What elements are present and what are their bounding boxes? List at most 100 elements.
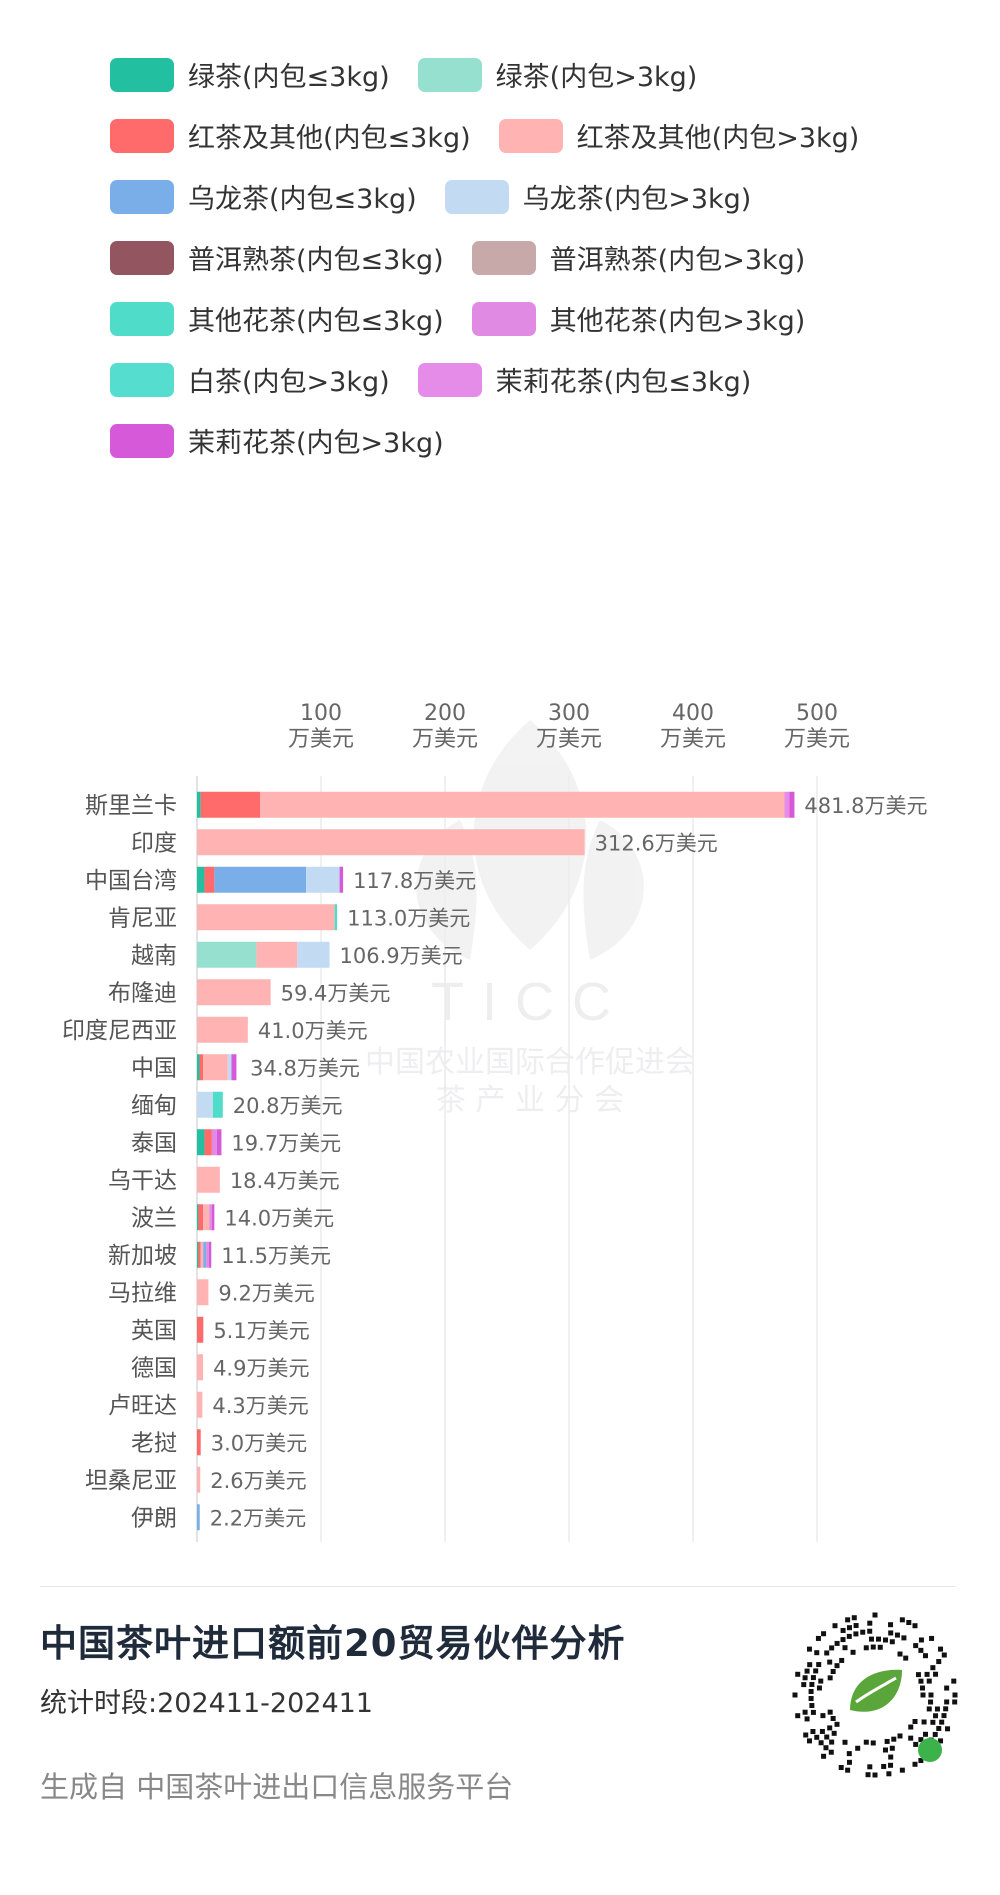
x-tick-label: 500 bbox=[796, 701, 838, 726]
legend-item[interactable]: 乌龙茶(内包>3kg) bbox=[444, 177, 752, 216]
qr-dot bbox=[938, 1646, 944, 1652]
qr-dot bbox=[808, 1688, 814, 1694]
bar-segment bbox=[198, 1241, 201, 1268]
total-label: 3.0万美元 bbox=[211, 1431, 307, 1455]
bar-segment bbox=[211, 1204, 215, 1231]
qr-dot bbox=[824, 1650, 830, 1656]
qr-dot bbox=[807, 1662, 813, 1668]
qr-dot bbox=[802, 1709, 808, 1715]
qr-dot bbox=[882, 1637, 888, 1643]
qr-dot bbox=[845, 1767, 851, 1773]
bar-segment bbox=[197, 1129, 205, 1156]
category-label: 缅甸 bbox=[131, 1093, 177, 1119]
bar-segment bbox=[208, 1241, 212, 1268]
qr-dot bbox=[816, 1662, 822, 1668]
qr-dot bbox=[828, 1749, 834, 1755]
total-label: 20.8万美元 bbox=[233, 1094, 343, 1118]
qr-dot bbox=[830, 1715, 836, 1721]
legend-item[interactable]: 乌龙茶(内包≤3kg) bbox=[110, 177, 417, 216]
bar-segment bbox=[339, 866, 344, 893]
legend-label: 绿茶(内包>3kg) bbox=[495, 62, 698, 93]
bar-segment bbox=[211, 1129, 217, 1156]
qr-dot bbox=[929, 1635, 935, 1641]
bar-segment bbox=[197, 1279, 209, 1306]
bar-segment bbox=[197, 829, 585, 856]
legend-item[interactable]: 白茶(内包>3kg) bbox=[110, 360, 390, 399]
qr-dot bbox=[876, 1636, 882, 1642]
qr-dot bbox=[802, 1675, 808, 1681]
qr-dot bbox=[846, 1759, 852, 1765]
qr-dot bbox=[795, 1671, 801, 1677]
qr-dot bbox=[888, 1762, 894, 1768]
bar-segment bbox=[197, 1504, 200, 1531]
qr-dot bbox=[872, 1772, 878, 1778]
qr-dot bbox=[824, 1734, 830, 1740]
chart-legend: 绿茶(内包≤3kg) 绿茶(内包>3kg) 红茶及其他(内包≤3kg) 红茶及其他(内… bbox=[110, 44, 990, 471]
qr-dot bbox=[842, 1739, 848, 1745]
bar-segment bbox=[200, 791, 261, 818]
total-label: 113.0万美元 bbox=[347, 906, 470, 930]
x-tick-unit: 万美元 bbox=[536, 727, 602, 752]
category-label: 坦桑尼亚 bbox=[85, 1468, 177, 1494]
qr-dot bbox=[952, 1692, 958, 1698]
qr-dot bbox=[933, 1713, 939, 1719]
legend-item[interactable]: 普洱熟茶(内包>3kg) bbox=[471, 238, 806, 277]
bar-segment bbox=[197, 1354, 204, 1381]
legend-label: 乌龙茶(内包≤3kg) bbox=[188, 184, 417, 215]
category-label: 伊朗 bbox=[131, 1505, 177, 1531]
legend-item[interactable]: 红茶及其他(内包>3kg) bbox=[498, 116, 859, 155]
ticc-watermark: TICC 中国农业国际合作促进会 茶 产 业 分 会 bbox=[365, 720, 695, 1118]
qr-dot bbox=[944, 1685, 950, 1691]
category-label: 泰国 bbox=[131, 1130, 177, 1156]
category-label: 波兰 bbox=[131, 1205, 177, 1231]
legend-label: 普洱熟茶(内包>3kg) bbox=[549, 245, 806, 276]
qr-dot bbox=[926, 1678, 932, 1684]
qr-dot bbox=[863, 1739, 869, 1745]
legend-item[interactable]: 茉莉花茶(内包≤3kg) bbox=[417, 360, 751, 399]
qr-dot bbox=[845, 1617, 851, 1623]
legend-item[interactable]: 绿茶(内包>3kg) bbox=[417, 55, 698, 94]
qr-dot bbox=[939, 1719, 945, 1725]
bar-segment bbox=[197, 941, 257, 968]
mini-program-qr-code[interactable] bbox=[790, 1610, 960, 1780]
qr-dot bbox=[912, 1718, 918, 1724]
bar-segment bbox=[200, 1241, 204, 1268]
total-label: 2.6万美元 bbox=[210, 1469, 306, 1493]
legend-item[interactable]: 茉莉花茶(内包>3kg) bbox=[110, 421, 444, 460]
legend-label: 红茶及其他(内包≤3kg) bbox=[188, 123, 471, 154]
bar-segment bbox=[212, 1091, 223, 1118]
qr-dot bbox=[891, 1736, 897, 1742]
qr-dot bbox=[820, 1713, 826, 1719]
legend-item[interactable]: 红茶及其他(内包≤3kg) bbox=[110, 116, 471, 155]
qr-dot bbox=[888, 1622, 894, 1628]
qr-dot bbox=[919, 1685, 925, 1691]
bar-segment bbox=[197, 791, 201, 818]
total-label: 11.5万美元 bbox=[221, 1244, 331, 1268]
qr-dot bbox=[804, 1668, 810, 1674]
qr-dot bbox=[918, 1647, 924, 1653]
qr-dot bbox=[818, 1740, 824, 1746]
qr-dot bbox=[815, 1635, 821, 1641]
bar-segment bbox=[216, 1129, 222, 1156]
legend-swatch bbox=[110, 423, 174, 458]
legend-item[interactable]: 绿茶(内包≤3kg) bbox=[110, 55, 390, 94]
qr-dot bbox=[923, 1653, 929, 1659]
qr-dot bbox=[808, 1696, 814, 1702]
legend-item[interactable]: 普洱熟茶(内包≤3kg) bbox=[110, 238, 444, 277]
qr-dot bbox=[827, 1659, 833, 1665]
qr-dot bbox=[795, 1713, 801, 1719]
legend-swatch bbox=[471, 301, 536, 336]
qr-dot bbox=[867, 1628, 873, 1634]
category-label: 布隆迪 bbox=[108, 980, 177, 1006]
total-label: 41.0万美元 bbox=[258, 1019, 368, 1043]
legend-item[interactable]: 其他花茶(内包≤3kg) bbox=[110, 299, 444, 338]
qr-dot bbox=[906, 1619, 912, 1625]
qr-dot bbox=[867, 1620, 873, 1626]
total-label: 5.1万美元 bbox=[213, 1319, 309, 1343]
bar-segment bbox=[204, 1129, 212, 1156]
legend-row: 白茶(内包>3kg) 茉莉花茶(内包≤3kg) bbox=[110, 349, 990, 410]
category-label: 老挝 bbox=[131, 1430, 177, 1456]
legend-label: 乌龙茶(内包>3kg) bbox=[522, 184, 752, 215]
legend-item[interactable]: 其他花茶(内包>3kg) bbox=[471, 299, 805, 338]
qr-dot bbox=[912, 1761, 918, 1767]
